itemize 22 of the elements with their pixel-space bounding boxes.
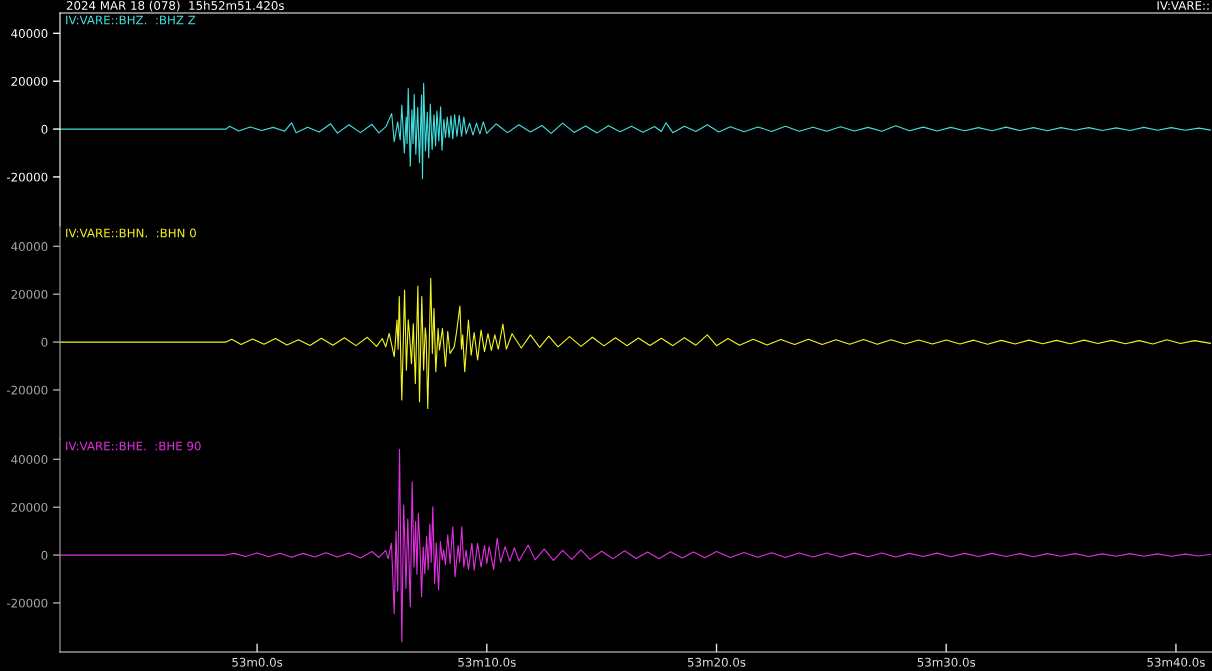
y-tick-label: 20000	[11, 76, 48, 86]
y-tick-label: 40000	[11, 29, 48, 38]
y-tick-label: 40000	[11, 455, 48, 464]
chart-title: 2024 MAR 18 (078) 15h52m51.420s	[66, 0, 284, 12]
text: IV:VARE::	[1157, 1, 1209, 10]
y-tick-label: 40000	[11, 242, 48, 251]
y-tick-label: -20000	[6, 172, 48, 182]
x-tick-label: 53m40.0s	[1147, 657, 1205, 667]
y-tick-label: -20000	[6, 385, 48, 395]
text: IV:VARE::BHE. :BHE 90	[66, 441, 201, 451]
x-tick-label: 53m0.0s	[232, 657, 283, 667]
text: IV:VARE::BHN. :BHN 0	[66, 228, 196, 238]
y-tick-label: 0	[41, 337, 48, 347]
text: IV:VARE::BHZ. :BHZ Z	[66, 15, 196, 25]
x-tick-label: 53m30.0s	[917, 657, 976, 667]
y-tick-label: 0	[41, 124, 48, 134]
y-tick-label: 0	[41, 550, 48, 560]
x-tick-label: 53m10.0s	[458, 657, 516, 667]
x-tick-label: 53m20.0s	[687, 657, 746, 667]
y-tick-label: 20000	[11, 502, 48, 512]
y-tick-label: -20000	[6, 598, 48, 608]
y-tick-label: 20000	[11, 289, 48, 299]
